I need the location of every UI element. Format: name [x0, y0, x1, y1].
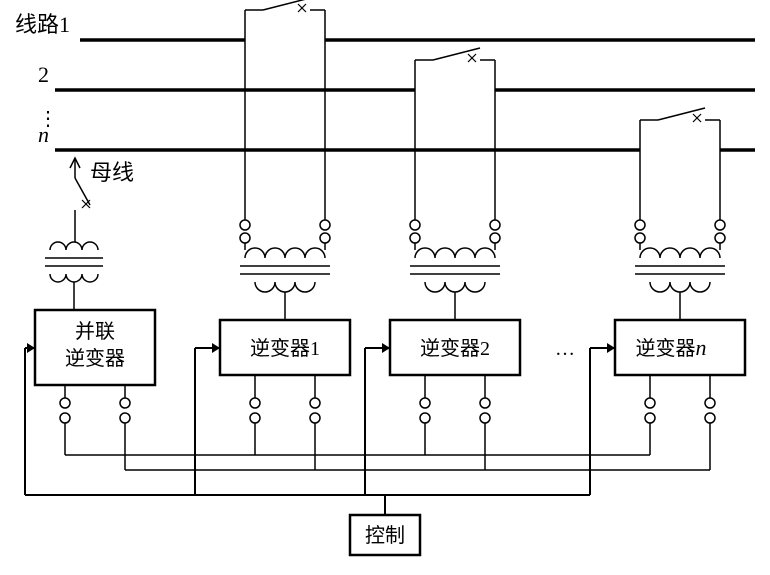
circuit-diagram: 线路1 2 ⋮ n [0, 0, 770, 575]
control-box: 控制 [350, 515, 420, 555]
switch-n [640, 108, 720, 220]
dc-connectors-n [645, 375, 715, 470]
switch-1 [245, 0, 325, 220]
transformer-parallel [45, 220, 103, 310]
control-arrow-n [590, 343, 615, 495]
svg-text:逆变器n: 逆变器n [636, 335, 707, 360]
transformer-1 [240, 220, 330, 310]
transformer-n [635, 220, 725, 310]
linen-label: n [38, 122, 49, 147]
control-arrow-parallel [25, 343, 35, 495]
control-arrow-2 [365, 343, 390, 495]
svg-text:并联: 并联 [75, 320, 115, 343]
line1-label: 线路1 [15, 12, 70, 37]
inverter1-box: 逆变器1 [220, 310, 350, 375]
invertern-box: 逆变器n [615, 310, 745, 375]
dc-connectors-parallel [60, 385, 130, 470]
svg-text:逆变器: 逆变器 [65, 347, 125, 370]
bus-label: 母线 [90, 160, 134, 185]
line2-label: 2 [38, 62, 49, 87]
parallel-inverter-box: 并联 逆变器 [35, 310, 155, 385]
inverter2-box: 逆变器2 [390, 310, 520, 375]
svg-text:逆变器2: 逆变器2 [420, 337, 490, 360]
svg-text:控制: 控制 [365, 524, 405, 547]
svg-text:逆变器1: 逆变器1 [250, 337, 320, 360]
bus-switch [70, 158, 90, 220]
control-arrow-1 [195, 343, 220, 495]
hdots: … [555, 338, 575, 360]
switch-2 [415, 48, 495, 220]
transformer-2 [410, 220, 500, 310]
